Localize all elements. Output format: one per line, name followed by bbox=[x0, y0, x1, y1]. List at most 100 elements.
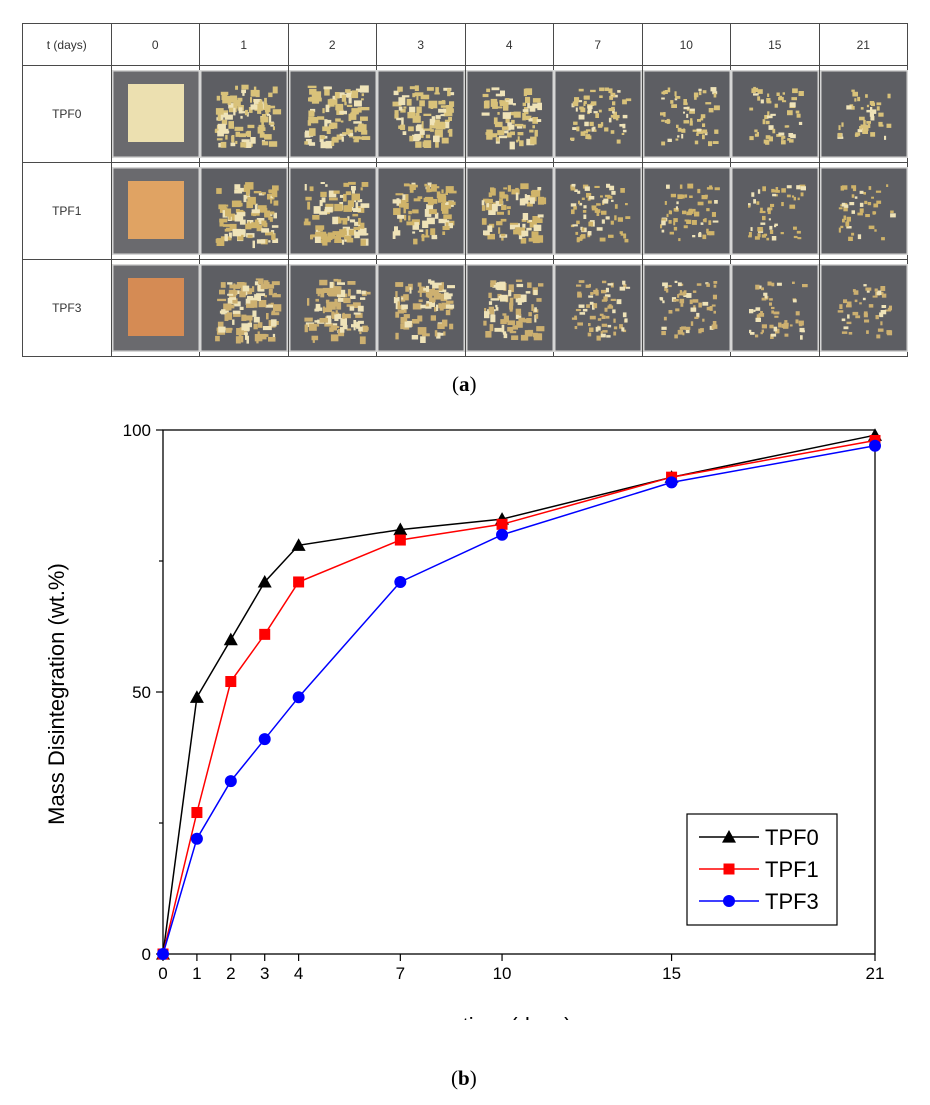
chart-series bbox=[156, 428, 882, 960]
mass-disintegration-chart: 0 1 2 3 4 7 10 15 21 0 50 100 time (days) Mass Disint… bbox=[44, 421, 884, 1020]
data-point bbox=[291, 538, 306, 551]
data-point bbox=[496, 528, 509, 541]
sample-photo-cell bbox=[553, 162, 643, 260]
sample-photo-cell bbox=[110, 65, 200, 163]
legend-marker bbox=[722, 830, 736, 843]
data-point bbox=[257, 574, 272, 588]
sample-label: TPF1 bbox=[22, 162, 112, 260]
sample-label: TPF0 bbox=[22, 65, 112, 163]
legend-label: TPF3 bbox=[765, 889, 819, 914]
sample-photo bbox=[377, 70, 465, 158]
sample-photo bbox=[377, 167, 465, 255]
data-point bbox=[393, 522, 408, 536]
sample-photo bbox=[642, 167, 731, 255]
sample-photo bbox=[465, 70, 554, 158]
x-tick-label: 4 bbox=[294, 964, 303, 983]
table-header-row: t (days) 0 1 2 3 4 7 10 15 21 bbox=[22, 23, 908, 66]
sample-photo-cell bbox=[199, 259, 289, 357]
sample-photo bbox=[554, 70, 642, 158]
chart-axes: 0 1 2 3 4 7 10 15 21 0 50 100 time (days) Mass Disint… bbox=[44, 421, 884, 1020]
sample-photo-cell bbox=[730, 162, 820, 260]
x-tick-label: 10 bbox=[493, 964, 512, 983]
sample-row: TPF3 bbox=[22, 259, 908, 357]
sample-photo bbox=[200, 167, 288, 255]
header-day: 10 bbox=[641, 23, 731, 66]
sample-photo-table: t (days) 0 1 2 3 4 7 10 15 21 TPF0 TPF1 TP… bbox=[22, 23, 908, 357]
sample-photo-cell bbox=[110, 259, 200, 357]
series-tpf3 bbox=[157, 439, 881, 960]
panel-a-caption: (a) bbox=[452, 372, 477, 396]
x-tick-label: 0 bbox=[158, 964, 167, 983]
data-point bbox=[293, 576, 305, 588]
sample-photo-cell bbox=[199, 162, 289, 260]
sample-photo-cell bbox=[376, 259, 466, 357]
sample-photo bbox=[819, 264, 908, 352]
sample-label: TPF3 bbox=[22, 259, 112, 357]
data-point bbox=[665, 476, 678, 489]
sample-photo bbox=[288, 167, 377, 255]
sample-photo bbox=[642, 264, 731, 352]
sample-photo-cell bbox=[553, 65, 643, 163]
sample-photo-cell bbox=[464, 162, 554, 260]
sample-photo bbox=[111, 167, 200, 255]
sample-photo bbox=[377, 264, 465, 352]
data-point bbox=[394, 575, 407, 588]
header-day: 4 bbox=[464, 23, 554, 66]
sample-photo bbox=[111, 264, 200, 352]
header-day: 15 bbox=[730, 23, 820, 66]
header-day: 3 bbox=[376, 23, 466, 66]
data-point bbox=[869, 439, 881, 452]
data-point bbox=[224, 775, 237, 788]
sample-row: TPF1 bbox=[22, 162, 908, 260]
y-tick-label: 50 bbox=[132, 683, 151, 702]
sample-photo-cell bbox=[553, 259, 643, 357]
sample-photo bbox=[465, 167, 554, 255]
data-point bbox=[189, 690, 204, 703]
chart-legend: TPF0 TPF1 TPF3 bbox=[686, 813, 838, 926]
sample-photo-cell bbox=[287, 259, 377, 357]
sample-photo-cell bbox=[199, 65, 289, 163]
sample-photo bbox=[554, 167, 642, 255]
sample-photo bbox=[731, 70, 819, 158]
x-tick-label: 7 bbox=[396, 964, 405, 983]
sample-photo bbox=[819, 167, 908, 255]
sample-photo bbox=[642, 70, 731, 158]
x-axis-label: time (days) bbox=[463, 1013, 572, 1020]
sample-photo-cell bbox=[641, 162, 731, 260]
sample-photo-cell bbox=[818, 65, 908, 163]
sample-photo-cell bbox=[376, 162, 466, 260]
sample-photo bbox=[111, 70, 200, 158]
data-point bbox=[157, 948, 169, 960]
y-axis-label: Mass Disintegration (wt.%) bbox=[44, 563, 69, 825]
data-point bbox=[225, 676, 237, 688]
sample-photo bbox=[554, 264, 642, 352]
legend-marker bbox=[723, 895, 735, 907]
sample-photo-cell bbox=[464, 65, 554, 163]
x-tick-label: 1 bbox=[192, 964, 201, 983]
sample-photo bbox=[731, 167, 819, 255]
sample-photo-cell bbox=[818, 259, 908, 357]
x-tick-label: 15 bbox=[662, 964, 681, 983]
sample-photo bbox=[731, 264, 819, 352]
legend-marker bbox=[723, 863, 735, 875]
header-day: 1 bbox=[199, 23, 289, 66]
header-day: 21 bbox=[818, 23, 908, 66]
sample-photo-cell bbox=[287, 162, 377, 260]
sample-photo bbox=[465, 264, 554, 352]
legend-label: TPF0 bbox=[765, 825, 819, 850]
x-tick-label: 21 bbox=[866, 964, 885, 983]
data-point bbox=[496, 518, 508, 530]
panel-b-caption: (b) bbox=[451, 1066, 477, 1090]
data-point bbox=[292, 691, 305, 704]
sample-photo-cell bbox=[641, 259, 731, 357]
sample-photo-cell bbox=[641, 65, 731, 163]
sample-photo bbox=[288, 70, 377, 158]
header-time-label: t (days) bbox=[22, 23, 112, 66]
sample-photo-cell bbox=[376, 65, 466, 163]
y-tick-label: 100 bbox=[123, 421, 151, 440]
sample-row: TPF0 bbox=[22, 65, 908, 163]
sample-photo bbox=[200, 264, 288, 352]
x-tick-label: 2 bbox=[226, 964, 235, 983]
sample-photo bbox=[819, 70, 908, 158]
data-point bbox=[258, 733, 271, 746]
